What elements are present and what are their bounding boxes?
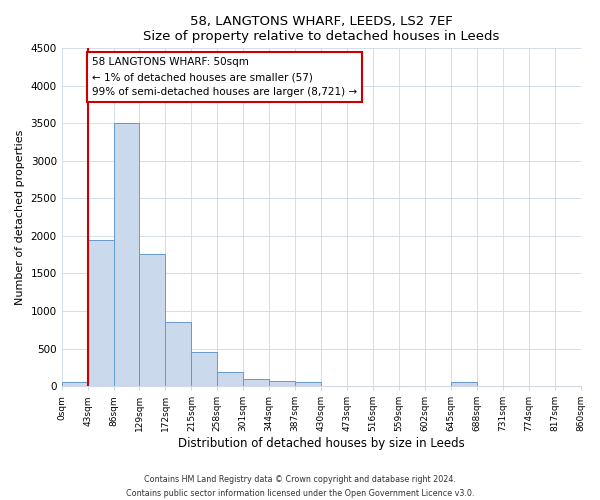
Y-axis label: Number of detached properties: Number of detached properties [15,130,25,305]
Text: 58 LANGTONS WHARF: 50sqm
← 1% of detached houses are smaller (57)
99% of semi-de: 58 LANGTONS WHARF: 50sqm ← 1% of detache… [92,58,357,97]
Bar [139,254,166,386]
Bar [269,381,295,386]
Bar [451,382,477,386]
Bar [295,382,321,386]
Bar [62,382,88,386]
Title: 58, LANGTONS WHARF, LEEDS, LS2 7EF
Size of property relative to detached houses : 58, LANGTONS WHARF, LEEDS, LS2 7EF Size … [143,15,499,43]
Bar [243,378,269,386]
Bar [88,240,113,386]
Bar [113,124,139,386]
Bar [191,352,217,386]
Text: Contains HM Land Registry data © Crown copyright and database right 2024.
Contai: Contains HM Land Registry data © Crown c… [126,476,474,498]
Bar [217,372,243,386]
X-axis label: Distribution of detached houses by size in Leeds: Distribution of detached houses by size … [178,437,464,450]
Bar [166,322,191,386]
